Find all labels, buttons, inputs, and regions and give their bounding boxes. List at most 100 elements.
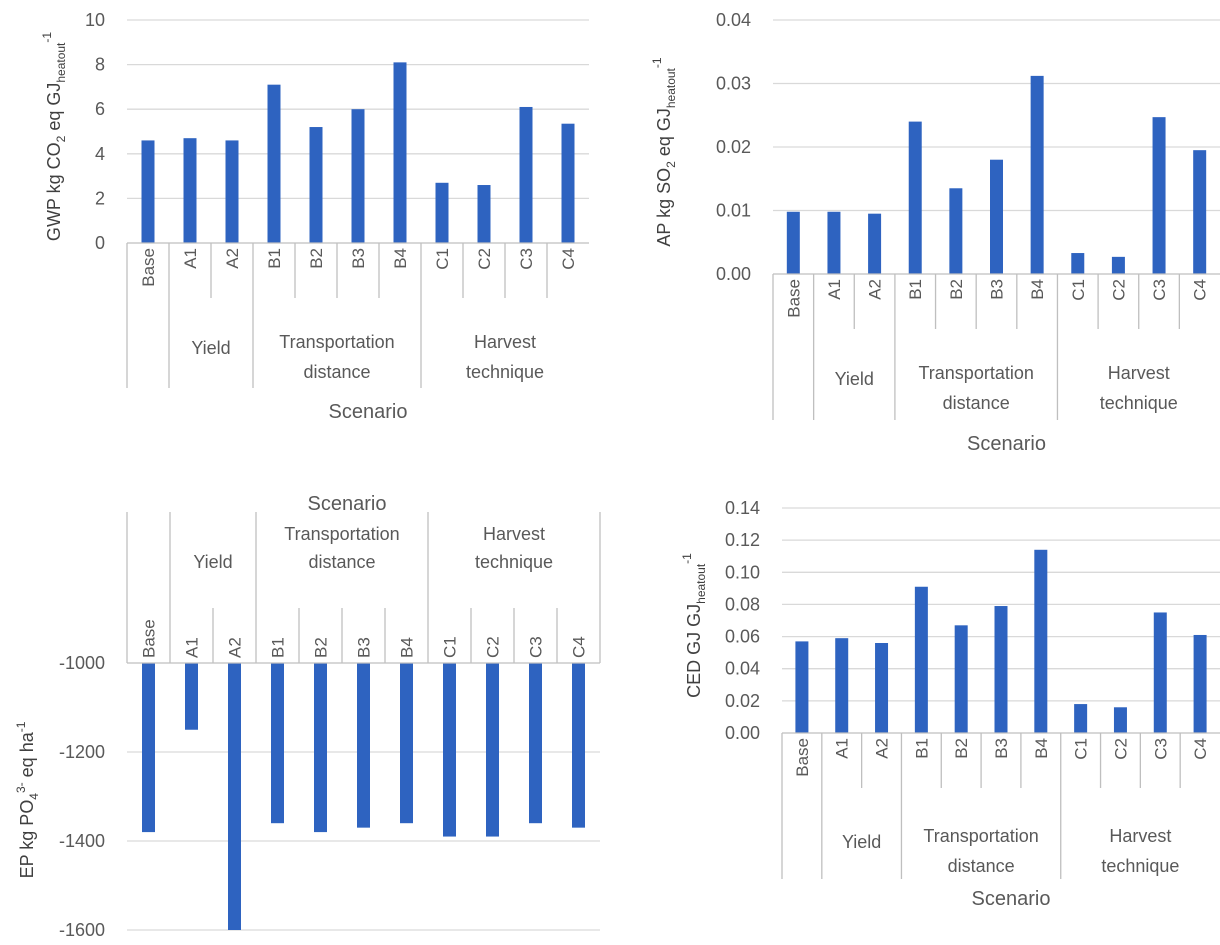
bar-B3 xyxy=(357,663,370,828)
bar-B1 xyxy=(271,663,284,824)
x-tick-label: C1 xyxy=(441,636,460,658)
y-tick-label: 0.10 xyxy=(725,562,760,582)
x-tick-label: C4 xyxy=(1191,738,1210,760)
y-axis-title-part: AP kg SO xyxy=(654,168,674,247)
x-tick-label: C4 xyxy=(559,248,578,270)
x-tick-label: Base xyxy=(784,279,803,318)
y-axis-title-part: EP kg PO xyxy=(17,800,37,879)
bar-B1 xyxy=(267,84,281,243)
x-axis-title: Scenario xyxy=(972,888,1051,910)
x-tick-label: C3 xyxy=(1150,279,1169,301)
x-tick-label: C1 xyxy=(433,248,452,270)
y-axis-title-part: GWP kg CO xyxy=(44,142,64,241)
x-tick-label: C2 xyxy=(1109,279,1128,301)
y-tick-label: 0.12 xyxy=(725,530,760,550)
bar-C4 xyxy=(572,663,585,828)
x-tick-label: A2 xyxy=(873,738,892,759)
x-tick-label: B2 xyxy=(952,738,971,759)
bar-Base xyxy=(786,211,800,274)
x-tick-label: B2 xyxy=(307,248,326,269)
y-tick-label: 0.04 xyxy=(716,10,751,30)
x-tick-label: B2 xyxy=(947,279,966,300)
x-tick-label: C3 xyxy=(527,636,546,658)
bar-B4 xyxy=(1034,549,1048,733)
bar-C3 xyxy=(529,663,542,824)
bar-Base xyxy=(795,641,809,733)
y-tick-label: 0 xyxy=(95,233,105,253)
x-tick-label: B3 xyxy=(355,637,374,658)
bar-B3 xyxy=(994,606,1008,733)
x-tick-label: B3 xyxy=(988,279,1007,300)
group-label: technique xyxy=(1101,856,1179,876)
y-tick-label: 0.02 xyxy=(716,137,751,157)
x-tick-label: B4 xyxy=(1028,279,1047,300)
bar-B3 xyxy=(990,159,1003,274)
y-tick-label: 0.01 xyxy=(716,201,751,221)
y-tick-label: 0.04 xyxy=(725,659,760,679)
chart-ced: 0.00 0.02 0.04 0.06 0.08 0.10 0.12 0.14 Base A1 A2… xyxy=(680,498,1220,910)
group-label: technique xyxy=(475,552,553,572)
bar-A1 xyxy=(835,638,849,733)
y-tick-label: 4 xyxy=(95,144,105,164)
x-tick-label: A1 xyxy=(825,279,844,300)
x-tick-label: Base xyxy=(793,738,812,777)
y-axis-title-part: 4 xyxy=(27,793,41,800)
bar-A2 xyxy=(868,213,882,274)
y-tick-label: 0.06 xyxy=(725,627,760,647)
bar-Base xyxy=(141,140,155,243)
y-tick-label: 0.08 xyxy=(725,594,760,614)
y-axis-title-part: 2 xyxy=(664,161,678,168)
bar-A2 xyxy=(225,140,239,243)
y-axis-title-part: CED GJ GJ xyxy=(684,604,704,698)
x-tick-label: B3 xyxy=(992,738,1011,759)
x-tick-label: A1 xyxy=(183,637,202,658)
x-tick-label: C1 xyxy=(1072,738,1091,760)
bar-A1 xyxy=(185,663,198,730)
y-tick-label: 10 xyxy=(85,10,105,30)
group-label: Yield xyxy=(835,369,874,389)
bar-C4 xyxy=(1193,150,1207,274)
group-label: Yield xyxy=(842,832,881,852)
x-tick-label: A2 xyxy=(866,279,885,300)
bar-B4 xyxy=(400,663,413,824)
bar-C2 xyxy=(486,663,499,837)
x-tick-label: B4 xyxy=(1032,738,1051,759)
bar-C1 xyxy=(435,182,449,243)
y-tick-label: 8 xyxy=(95,55,105,75)
y-axis-title: AP kg SO2 eq GJheatout-1 xyxy=(650,57,678,246)
chart-ap: 0.00 0.01 0.02 0.03 0.04 Base A1 A2 B1 B2 B3 B4 C1 C2… xyxy=(650,10,1220,455)
bar-B1 xyxy=(908,121,922,274)
y-tick-label: -1400 xyxy=(59,831,105,851)
group-label: Yield xyxy=(193,552,232,572)
x-tick-label: A2 xyxy=(226,637,245,658)
group-label: technique xyxy=(1100,393,1178,413)
x-tick-label: C2 xyxy=(475,248,494,270)
y-axis-title-part: heatout xyxy=(694,563,708,604)
y-tick-label: -1000 xyxy=(59,653,105,673)
group-label: Harvest xyxy=(1109,826,1171,846)
group-label: Harvest xyxy=(474,332,536,352)
x-tick-label: B4 xyxy=(398,637,417,658)
bar-B4 xyxy=(1030,75,1044,274)
x-tick-label: C4 xyxy=(570,636,589,658)
x-tick-label: C3 xyxy=(1151,738,1170,760)
group-label: distance xyxy=(943,393,1010,413)
y-tick-label: 0.14 xyxy=(725,498,760,518)
bar-B3 xyxy=(351,109,365,243)
chart-gwp: 0 2 4 6 8 10 Base A1 A2 B1 B2 B3 B4 C1 C2 C3 C4 Yield Tran… xyxy=(40,10,589,423)
bar-B1 xyxy=(914,586,928,733)
group-label: distance xyxy=(303,362,370,382)
y-axis-title-part: eq GJ xyxy=(654,108,674,161)
x-tick-label: C2 xyxy=(484,636,503,658)
group-label: distance xyxy=(948,856,1015,876)
bar-A2 xyxy=(875,643,889,733)
bar-C2 xyxy=(477,185,491,243)
x-tick-label: B1 xyxy=(265,248,284,269)
x-tick-label: C3 xyxy=(517,248,536,270)
y-tick-label: 2 xyxy=(95,188,105,208)
y-axis-title-part: 2 xyxy=(54,135,68,142)
y-axis-title: CED GJ GJheatout-1 xyxy=(680,553,708,698)
x-axis-title: Scenario xyxy=(967,433,1046,455)
x-tick-label: A1 xyxy=(181,248,200,269)
